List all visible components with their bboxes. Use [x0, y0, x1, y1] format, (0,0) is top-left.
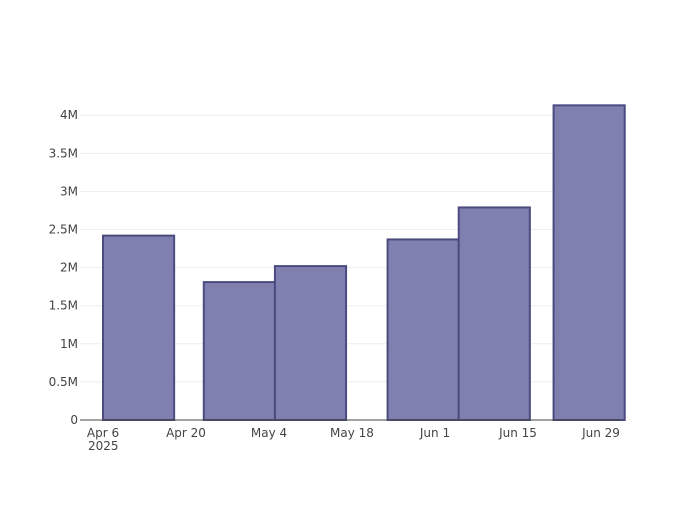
x-tick-label: May 4 — [251, 426, 287, 440]
y-tick-label: 0 — [70, 413, 78, 427]
y-tick-label: 2M — [60, 261, 78, 275]
bar-4[interactable] — [457, 206, 531, 421]
y-tick-label: 3M — [60, 184, 78, 198]
bar-1[interactable] — [202, 281, 276, 421]
y-tick-label: 2.5M — [49, 223, 78, 237]
x-tick-label: Apr 6 — [87, 426, 119, 440]
bars — [102, 104, 626, 421]
bar-3[interactable] — [386, 238, 460, 421]
x-tick-label: Jun 29 — [581, 426, 620, 440]
x-tick-label: Jun 15 — [498, 426, 537, 440]
bar-2[interactable] — [273, 265, 348, 421]
y-tick-label: 1.5M — [49, 299, 78, 313]
y-tick-label: 1M — [60, 337, 78, 351]
bar-5[interactable] — [552, 104, 626, 421]
bar-0[interactable] — [102, 234, 176, 421]
y-tick-label: 4M — [60, 108, 78, 122]
x-tick-label: Jun 1 — [419, 426, 450, 440]
x-tick-label: May 18 — [330, 426, 374, 440]
x-tick-label: Apr 20 — [166, 426, 206, 440]
y-axis-ticks: 0 0.5M 1M 1.5M 2M 2.5M 3M 3.5M 4M — [49, 108, 78, 427]
y-tick-label: 3.5M — [49, 146, 78, 160]
x-tick-year-label: 2025 — [88, 439, 119, 453]
y-tick-label: 0.5M — [49, 375, 78, 389]
